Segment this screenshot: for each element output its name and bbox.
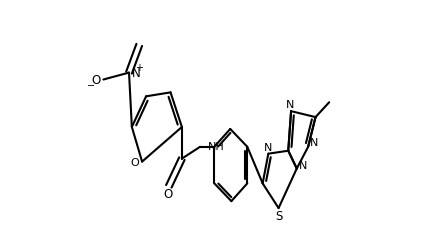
Text: O: O	[163, 187, 172, 200]
Text: N: N	[286, 100, 294, 110]
Text: O: O	[92, 74, 101, 87]
Text: S: S	[275, 209, 283, 222]
Text: N: N	[310, 138, 319, 148]
Text: NH: NH	[208, 141, 224, 151]
Text: N: N	[299, 160, 307, 170]
Text: −: −	[88, 80, 95, 90]
Text: N: N	[132, 67, 140, 80]
Text: N: N	[264, 142, 272, 152]
Text: +: +	[136, 63, 143, 73]
Text: O: O	[130, 157, 139, 167]
